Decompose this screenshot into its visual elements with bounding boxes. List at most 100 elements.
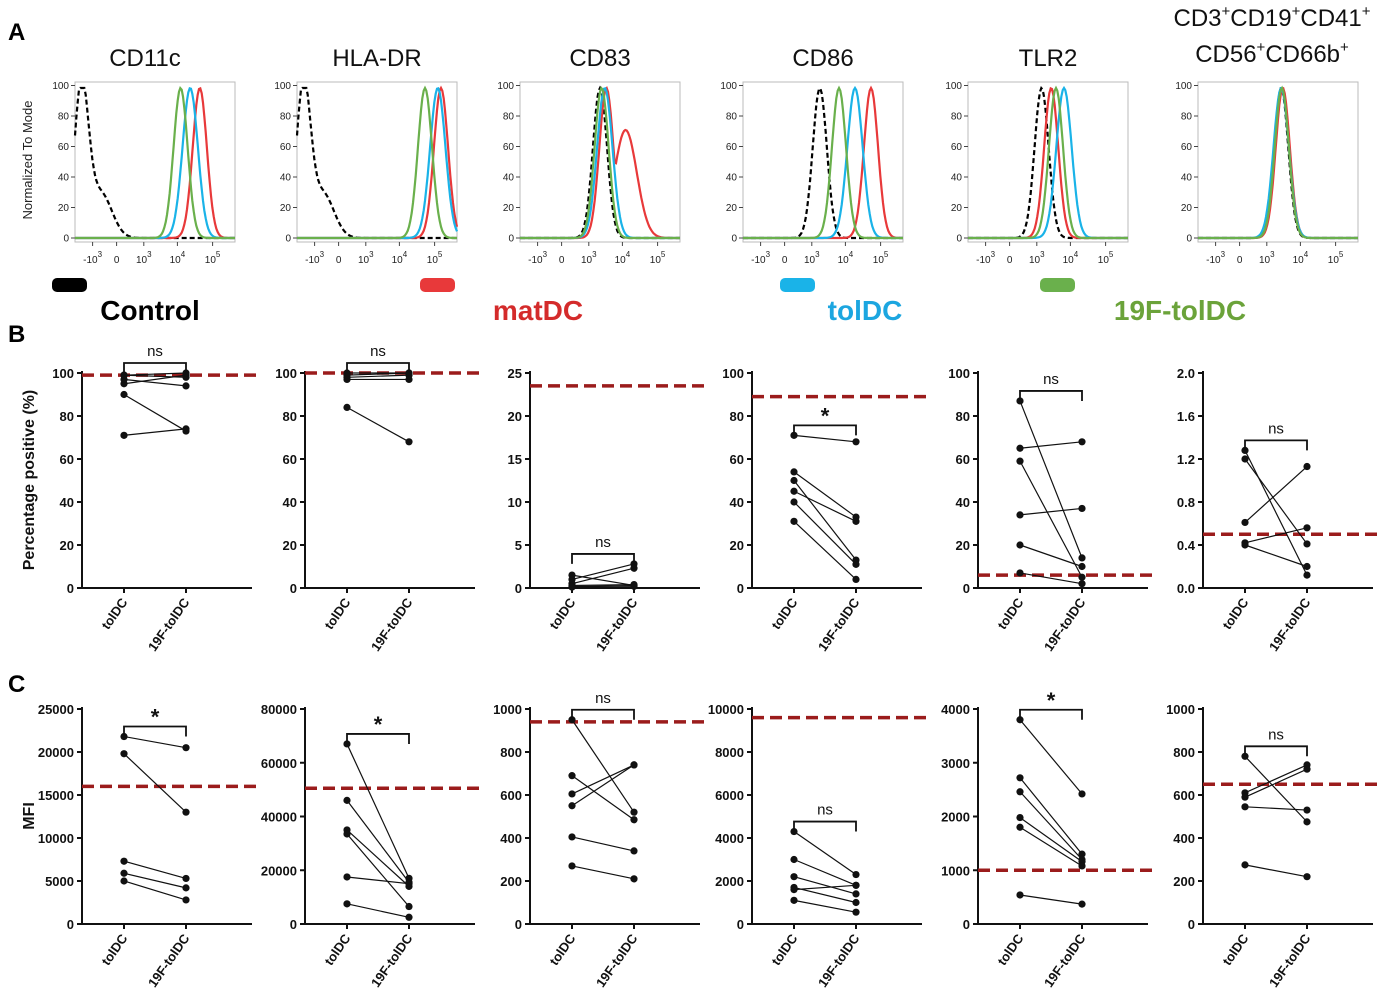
y-tick-label: 100	[274, 81, 291, 92]
percentage-positive-row: Percentage positive (%)020406080100tolDC…	[21, 343, 1378, 654]
x-tick-label: 19F-tolDC	[368, 931, 416, 990]
data-point	[1016, 774, 1024, 782]
data-point	[630, 761, 638, 769]
tick-base: -10	[1206, 255, 1221, 266]
title-superscript: +	[1362, 3, 1371, 20]
data-point	[1241, 861, 1249, 869]
y-tick-label: 60	[283, 452, 297, 467]
significance-label: ns	[1268, 726, 1284, 743]
y-tick-label: 1.6	[1177, 409, 1195, 424]
data-point	[1078, 900, 1086, 908]
paired-plot: 0 5000 10000 15000 20000 25000 tolDC 19F-tolDC *	[38, 702, 257, 990]
data-point	[1303, 524, 1311, 532]
pair-line	[1019, 460, 1083, 578]
tick-exponent: 3	[147, 250, 152, 259]
histogram-curve	[297, 85, 457, 240]
data-point	[1303, 462, 1311, 471]
y-tick-label: 100	[52, 81, 69, 92]
y-tick-label: 5	[515, 538, 522, 553]
y-tick-label: 80	[280, 112, 292, 123]
pair-line	[571, 583, 635, 587]
y-tick-label: 1000	[1166, 702, 1195, 717]
y-tick-label: 0	[1186, 234, 1192, 245]
data-point	[630, 875, 638, 883]
paired-plot: 0 1000 2000 3000 4000 tolDC 19F-tolDC *	[941, 688, 1153, 990]
y-tick-label: 20	[730, 538, 744, 553]
y-tick-label: 6000	[715, 788, 744, 803]
pair-line	[123, 872, 187, 889]
y-tick-label: 200	[500, 874, 522, 889]
x-tick-label: 104	[1063, 250, 1079, 266]
tick-exponent: 3	[320, 250, 325, 259]
data-point	[790, 873, 798, 881]
data-point	[1078, 862, 1086, 870]
tick-exponent: 4	[626, 250, 631, 259]
x-tick-label: -103	[528, 250, 547, 266]
x-tick-label: 103	[358, 250, 374, 266]
row-y-axis-label: Percentage positive (%)	[21, 390, 38, 571]
data-point	[790, 827, 798, 836]
x-tick-label: -103	[1206, 250, 1225, 266]
x-tick-label: 19F-tolDC	[1041, 595, 1089, 654]
pair-line	[793, 831, 857, 876]
pair-line	[123, 374, 187, 378]
data-point	[630, 581, 638, 590]
significance-label: ns	[817, 802, 833, 819]
x-tick-label: 19F-tolDC	[593, 595, 641, 654]
pair-line	[1019, 791, 1083, 860]
pair-line	[1244, 450, 1308, 576]
histogram-curve	[743, 85, 903, 240]
histogram-title-line: CD56+​CD66b+​	[1195, 39, 1349, 68]
pair-line	[123, 753, 187, 813]
tick-base: 10	[1098, 255, 1110, 266]
data-point	[1016, 823, 1024, 831]
y-tick-label: 10000	[38, 831, 74, 846]
histogram-curve	[75, 85, 235, 240]
data-point	[1016, 541, 1024, 549]
pair-line	[123, 860, 187, 879]
y-tick-label: 40	[1181, 173, 1193, 184]
tick-base: -10	[976, 255, 991, 266]
y-tick-label: 0	[290, 581, 297, 596]
y-tick-label: 20000	[261, 863, 297, 878]
pair-line	[1244, 458, 1308, 545]
panel-label-a: A	[8, 19, 25, 46]
y-tick-label: 100	[275, 366, 297, 381]
legend-label: matDC	[493, 295, 583, 326]
pair-line	[1019, 719, 1083, 795]
pair-line	[793, 520, 857, 580]
data-point	[1078, 850, 1086, 858]
y-tick-label: 20	[1181, 203, 1193, 214]
x-tick-label: 105	[1328, 250, 1344, 266]
y-tick-label: 80	[60, 409, 74, 424]
data-point	[1241, 541, 1249, 549]
data-point	[790, 855, 798, 864]
data-point	[120, 390, 128, 399]
tick-base: 0	[114, 255, 120, 266]
data-point	[343, 830, 351, 838]
significance-bracket	[571, 553, 635, 564]
pair-line	[571, 865, 635, 880]
pair-line	[793, 434, 857, 443]
data-point	[568, 802, 576, 810]
y-tick-label: 20	[60, 538, 74, 553]
x-tick-label: tolDC	[546, 931, 579, 968]
pair-line	[571, 836, 635, 852]
pair-line	[793, 480, 857, 561]
x-tick-label: 19F-tolDC	[815, 931, 863, 990]
tick-base: 0	[336, 255, 342, 266]
x-tick-label: 0	[559, 255, 565, 266]
pair-line	[1244, 806, 1308, 811]
data-point	[1016, 891, 1024, 899]
data-point	[120, 371, 128, 379]
tick-exponent: 3	[991, 250, 996, 259]
y-tick-label: 80	[730, 409, 744, 424]
significance-label: ns	[370, 343, 386, 360]
x-tick-label: 19F-tolDC	[368, 595, 416, 654]
x-tick-label: 19F-tolDC	[1266, 931, 1314, 990]
y-tick-label: 40	[951, 173, 963, 184]
